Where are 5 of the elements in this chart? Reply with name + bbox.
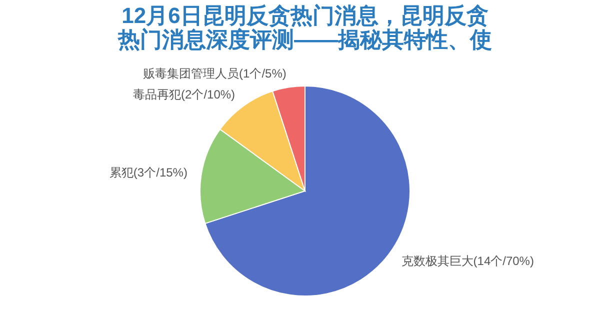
slice-label: 贩毒集团管理人员(1个/5%): [143, 66, 286, 80]
slice-label: 毒品再犯(2个/10%): [133, 88, 236, 102]
chart-title: 12月6日昆明反贪热门消息，昆明反贪热门消息深度评测——揭秘其特性、使: [117, 3, 492, 52]
slice-label: 克数极其巨大(14个/70%): [401, 254, 534, 268]
slice-label: 累犯(3个/15%): [109, 165, 188, 180]
